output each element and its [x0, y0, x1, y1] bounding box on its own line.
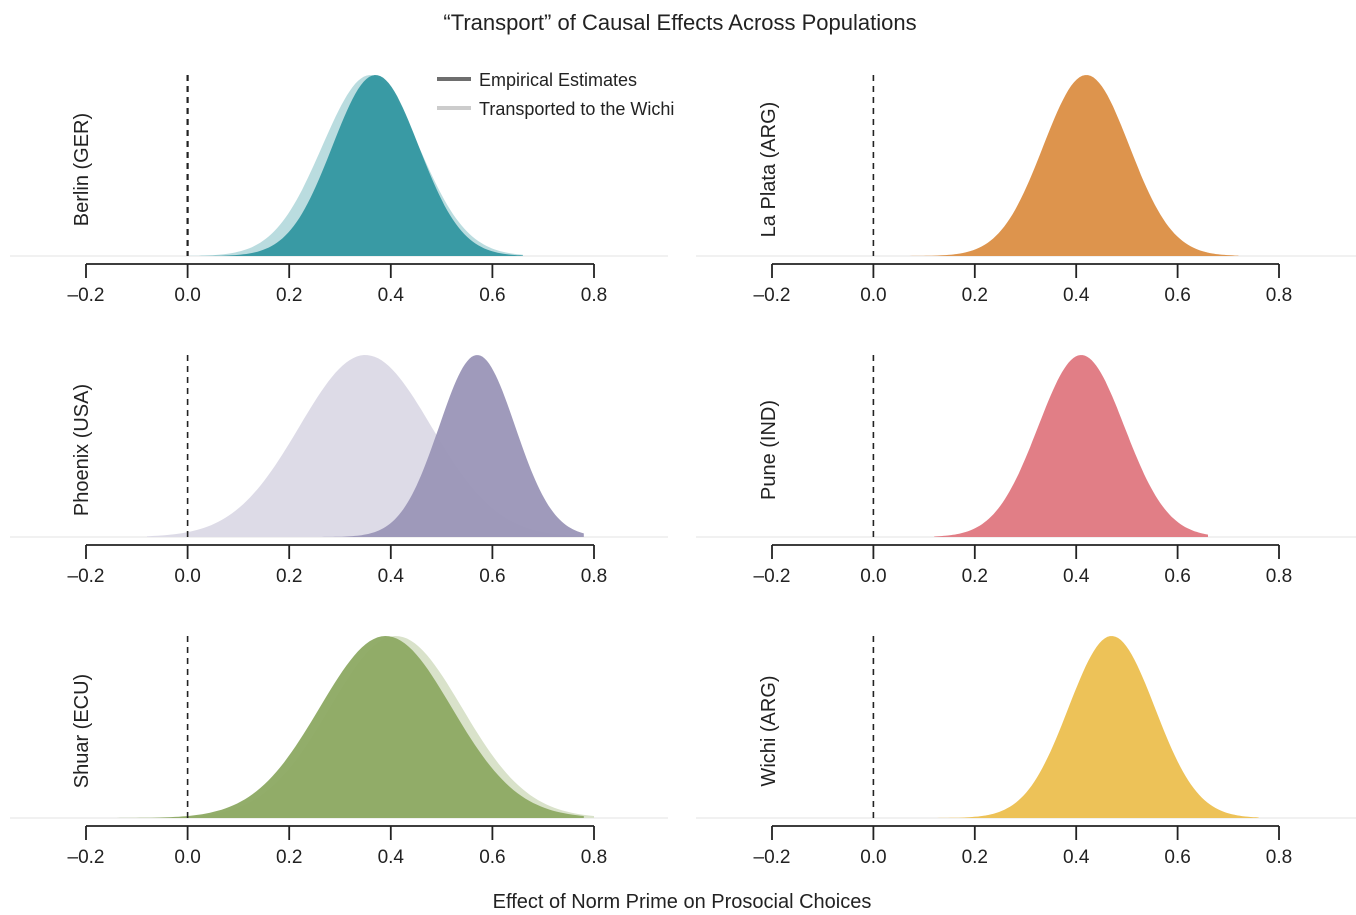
panel-label-wichi-arg: Wichi (ARG) [758, 675, 780, 786]
x-tick-label: 0.4 [378, 847, 405, 868]
x-tick-label: 0.4 [378, 285, 405, 306]
panel-phoenix-usa: –0.2 0.0 0.2 0.4 0.6 0.8 Phoenix (USA) [10, 355, 668, 587]
x-tick-label: 0.6 [479, 847, 505, 868]
x-tick-label: 0.4 [1063, 285, 1090, 306]
x-tick-label: 0.0 [174, 566, 200, 587]
x-tick-label: 0.8 [581, 847, 607, 868]
legend-label-transported: Transported to the Wichi [479, 99, 674, 119]
x-tick-label: 0.0 [174, 285, 200, 306]
x-tick-label: –0.2 [754, 847, 791, 868]
panel-pune-ind: –0.2 0.0 0.2 0.4 0.6 0.8 Pune (IND) [696, 355, 1356, 587]
x-tick-label: 0.2 [276, 566, 302, 587]
panel-label-shuar-ecu: Shuar (ECU) [71, 674, 93, 788]
x-tick-label: 0.6 [1164, 847, 1190, 868]
x-tick-label: –0.2 [68, 847, 105, 868]
x-tick-label: 0.2 [962, 847, 988, 868]
x-tick-label: 0.2 [962, 566, 988, 587]
density-empirical [116, 636, 584, 818]
panel-label-berlin-ger: Berlin (GER) [71, 113, 93, 226]
panels-grid: –0.2 0.0 0.2 0.4 0.6 0.8 Berlin (GER) –0.2 0.0 0.… [10, 75, 1356, 868]
x-axis-label: Effect of Norm Prime on Prosocial Choice… [493, 891, 872, 913]
density-empirical [319, 355, 584, 537]
x-tick-label: –0.2 [754, 285, 791, 306]
x-tick-label: 0.0 [174, 847, 200, 868]
x-tick-label: 0.8 [1266, 847, 1292, 868]
x-tick-label: 0.8 [581, 285, 607, 306]
panel-berlin-ger: –0.2 0.0 0.2 0.4 0.6 0.8 Berlin (GER) [10, 75, 668, 306]
density-empirical [187, 75, 523, 256]
x-tick-label: 0.8 [581, 566, 607, 587]
x-tick-label: 0.8 [1266, 285, 1292, 306]
x-tick-label: 0.4 [1063, 566, 1090, 587]
x-tick-label: 0.0 [860, 847, 886, 868]
x-tick-label: 0.6 [1164, 285, 1190, 306]
panel-label-pune-ind: Pune (IND) [758, 400, 780, 500]
legend-label-empirical: Empirical Estimates [479, 70, 637, 90]
x-tick-label: 0.6 [479, 566, 505, 587]
x-tick-label: 0.4 [378, 566, 405, 587]
x-tick-label: 0.0 [860, 566, 886, 587]
panel-la-plata-arg: –0.2 0.0 0.2 0.4 0.6 0.8 La Plata (ARG) [696, 75, 1356, 306]
panel-label-phoenix-usa: Phoenix (USA) [71, 384, 93, 516]
panel-shuar-ecu: –0.2 0.0 0.2 0.4 0.6 0.8 Shuar (ECU) [10, 636, 668, 868]
density-empirical [934, 355, 1208, 537]
panel-label-la-plata-arg: La Plata (ARG) [758, 102, 780, 238]
density-empirical [903, 75, 1239, 256]
x-tick-label: 0.0 [860, 285, 886, 306]
x-tick-label: 0.2 [276, 285, 302, 306]
x-tick-label: –0.2 [68, 566, 105, 587]
density-empirical [934, 636, 1259, 818]
x-tick-label: 0.2 [962, 285, 988, 306]
x-tick-label: –0.2 [68, 285, 105, 306]
x-tick-label: 0.6 [479, 285, 505, 306]
x-tick-label: 0.2 [276, 847, 302, 868]
x-tick-label: 0.8 [1266, 566, 1292, 587]
x-tick-label: 0.6 [1164, 566, 1190, 587]
chart-title: “Transport” of Causal Effects Across Pop… [443, 10, 916, 35]
x-tick-label: –0.2 [754, 566, 791, 587]
panel-wichi-arg: –0.2 0.0 0.2 0.4 0.6 0.8 Wichi (ARG) [696, 636, 1356, 868]
legend: Empirical Estimates Transported to the W… [437, 70, 674, 119]
x-tick-label: 0.4 [1063, 847, 1090, 868]
